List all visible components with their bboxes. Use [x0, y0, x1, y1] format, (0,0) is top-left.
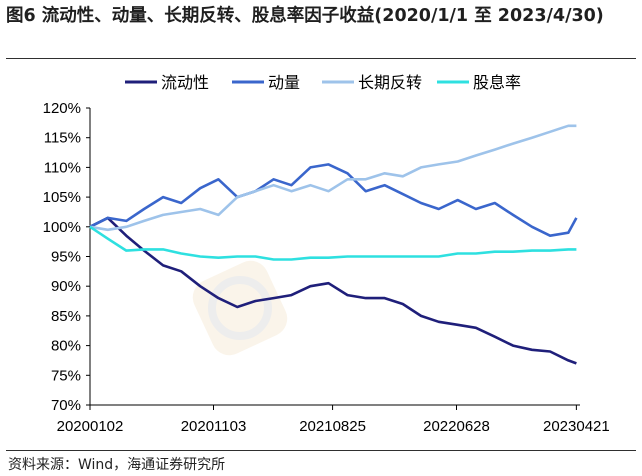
legend-label-1: 流动性	[161, 73, 209, 92]
x-tick-label: 20210825	[299, 418, 366, 435]
x-tick-label: 20220628	[423, 418, 490, 435]
y-tick-label: 85%	[51, 308, 81, 325]
y-tick-label: 100%	[43, 219, 81, 236]
chart-title: 图6 流动性、动量、长期反转、股息率因子收益(2020/1/1 至 2023/4…	[6, 6, 604, 26]
bottom-rule	[6, 450, 636, 451]
legend-label-3: 长期反转	[358, 73, 422, 92]
series-line-1	[89, 216, 577, 365]
x-tick-label: 20230421	[543, 418, 610, 435]
source-note: 资料来源：Wind，海通证券研究所	[8, 457, 226, 473]
y-tick-label: 90%	[51, 278, 81, 295]
series-lines	[89, 124, 578, 365]
y-tick-label: 95%	[51, 249, 81, 266]
top-rule	[6, 58, 636, 59]
y-tick-label: 75%	[51, 367, 81, 384]
y-tick-label: 105%	[43, 189, 81, 206]
y-tick-label: 70%	[51, 397, 81, 414]
series-line-3	[89, 124, 577, 232]
y-tick-label: 80%	[51, 338, 81, 355]
series-line-2	[89, 163, 578, 237]
legend: 流动性 动量 长期反转 股息率	[125, 73, 521, 92]
series-line-4	[89, 225, 577, 261]
x-tick-label: 20201103	[181, 418, 247, 435]
factor-return-chart: 70% 75% 80% 85% 90% 95% 100% 105% 110% 115% 120% 20…	[43, 73, 610, 435]
y-tick-label: 120%	[43, 100, 81, 117]
watermark-logo	[192, 260, 288, 356]
x-tick-label: 20200102	[57, 418, 124, 435]
y-tick-label: 115%	[44, 130, 81, 147]
axes: 70% 75% 80% 85% 90% 95% 100% 105% 110% 115% 120% 20…	[43, 100, 610, 435]
legend-label-2: 动量	[268, 73, 300, 92]
legend-label-4: 股息率	[473, 73, 521, 92]
y-tick-label: 110%	[44, 159, 81, 176]
